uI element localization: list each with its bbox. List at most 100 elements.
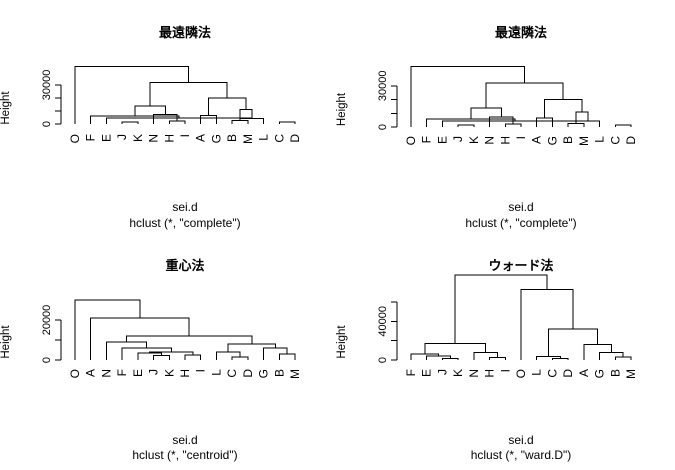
dendrogram-branch <box>474 352 498 360</box>
leaf-label-L: L <box>209 369 223 376</box>
dendrogram-branch <box>122 348 171 360</box>
dendrogram-branch <box>232 121 248 124</box>
dendrogram-branch <box>411 67 525 127</box>
leaf-label-J: J <box>435 369 449 375</box>
dendrogram-branch <box>411 354 439 360</box>
leaf-label-H: H <box>162 134 176 143</box>
dendrogram-branch <box>521 289 573 360</box>
dendrogram-branch <box>122 122 138 124</box>
leaf-label-B: B <box>561 136 575 144</box>
leaf-label-E: E <box>420 369 434 377</box>
y-tick-label: 0 <box>41 357 53 363</box>
dendrogram-branch <box>91 318 189 360</box>
y-tick-label: 20000 <box>41 305 53 336</box>
chart-title: 最遠隣法 <box>495 25 547 41</box>
leaf-label-F: F <box>420 136 434 143</box>
method-subtitle: hclust (*, "complete") <box>129 216 240 230</box>
leaf-label-E: E <box>99 134 113 142</box>
leaf-label-C: C <box>608 136 622 145</box>
leaf-label-C: C <box>272 134 286 143</box>
dendrogram-branch <box>232 357 248 360</box>
leaf-label-J: J <box>115 134 129 140</box>
dendrogram-branch <box>490 358 506 360</box>
leaf-label-N: N <box>99 369 113 378</box>
dendrogram-branch <box>458 125 474 127</box>
dendrogram-branch <box>600 352 624 360</box>
leaf-label-H: H <box>178 369 192 378</box>
dendrogram-branch <box>240 118 264 124</box>
leaf-label-M: M <box>288 369 302 379</box>
dendrogram-branch <box>615 125 631 127</box>
leaf-label-H: H <box>483 369 497 378</box>
leaf-label-C: C <box>545 369 559 378</box>
dendrogram-branch <box>279 122 295 124</box>
dendrogram-branch <box>552 359 568 360</box>
dendrogram-branch <box>549 329 598 357</box>
chart-title: 最遠隣法 <box>159 25 211 41</box>
x-axis-label: sei.d <box>508 200 533 214</box>
y-tick-label: 0 <box>377 124 389 130</box>
leaf-label-G: G <box>545 136 559 145</box>
leaf-label-G: G <box>257 369 271 378</box>
leaf-label-O: O <box>68 369 82 378</box>
dendrogram-branch <box>240 110 252 121</box>
leaf-label-B: B <box>272 369 286 377</box>
leaf-label-E: E <box>435 136 449 144</box>
leaf-label-A: A <box>194 134 208 142</box>
method-subtitle: hclust (*, "centroid") <box>132 448 237 462</box>
leaf-label-D: D <box>288 134 302 143</box>
panel-2: 最遠隣法 sei.d hclust (*, "complete") 0 30000 Hei… <box>336 25 638 230</box>
leaf-label-E: E <box>131 369 145 377</box>
x-axis-label: sei.d <box>172 200 197 214</box>
dendrogram-branch <box>91 116 179 124</box>
dendrogram-branch <box>150 82 227 105</box>
leaf-label-J: J <box>451 136 465 142</box>
x-axis-label: sei.d <box>508 433 533 447</box>
leaf-label-F: F <box>84 134 98 141</box>
leaf-label-M: M <box>241 134 255 144</box>
x-axis-label: sei.d <box>172 433 197 447</box>
leaf-label-O: O <box>68 134 82 143</box>
dendrogram-branch <box>75 67 189 124</box>
dendrogram-branch <box>169 121 185 124</box>
leaf-label-I: I <box>178 134 192 137</box>
leaf-label-K: K <box>451 369 465 377</box>
leaf-label-L: L <box>593 136 607 143</box>
leaf-label-J: J <box>147 369 161 375</box>
dendrogram-branch <box>127 336 252 344</box>
y-tick-label: 30000 <box>41 70 53 101</box>
y-tick-label: 0 <box>377 357 389 363</box>
method-subtitle: hclust (*, "ward.D") <box>471 448 572 462</box>
leaf-label-M: M <box>624 369 638 379</box>
dendrogram-branch <box>185 355 201 360</box>
leaf-label-L: L <box>257 134 271 141</box>
dendrogram-branch <box>216 352 240 360</box>
method-subtitle: hclust (*, "complete") <box>465 216 576 230</box>
dendrogram-branch <box>106 342 146 360</box>
leaf-label-F: F <box>115 369 129 376</box>
leaf-label-G: G <box>593 369 607 378</box>
leaf-label-A: A <box>577 369 591 377</box>
y-tick-label: 0 <box>41 121 53 127</box>
leaf-label-O: O <box>404 136 418 145</box>
leaf-label-F: F <box>404 369 418 376</box>
leaf-label-L: L <box>530 369 544 376</box>
chart-title: 重心法 <box>165 258 204 274</box>
chart-title: ウォード法 <box>488 258 553 274</box>
panel-1: 最遠隣法 sei.d hclust (*, "complete") 0 30000 Hei… <box>0 25 302 230</box>
leaf-label-K: K <box>131 134 145 142</box>
leaf-label-N: N <box>483 136 497 145</box>
leaf-label-K: K <box>467 136 481 144</box>
dendrogram-branch <box>568 123 584 127</box>
dendrogram-branch <box>442 359 458 360</box>
dendrogram-branch <box>486 83 563 108</box>
dendrogram-branch <box>138 353 162 360</box>
leaf-label-C: C <box>225 369 239 378</box>
leaf-label-H: H <box>498 136 512 145</box>
leaf-label-M: M <box>577 136 591 146</box>
dendrogram-branch <box>279 354 295 360</box>
dendrogram-branch <box>576 121 600 127</box>
